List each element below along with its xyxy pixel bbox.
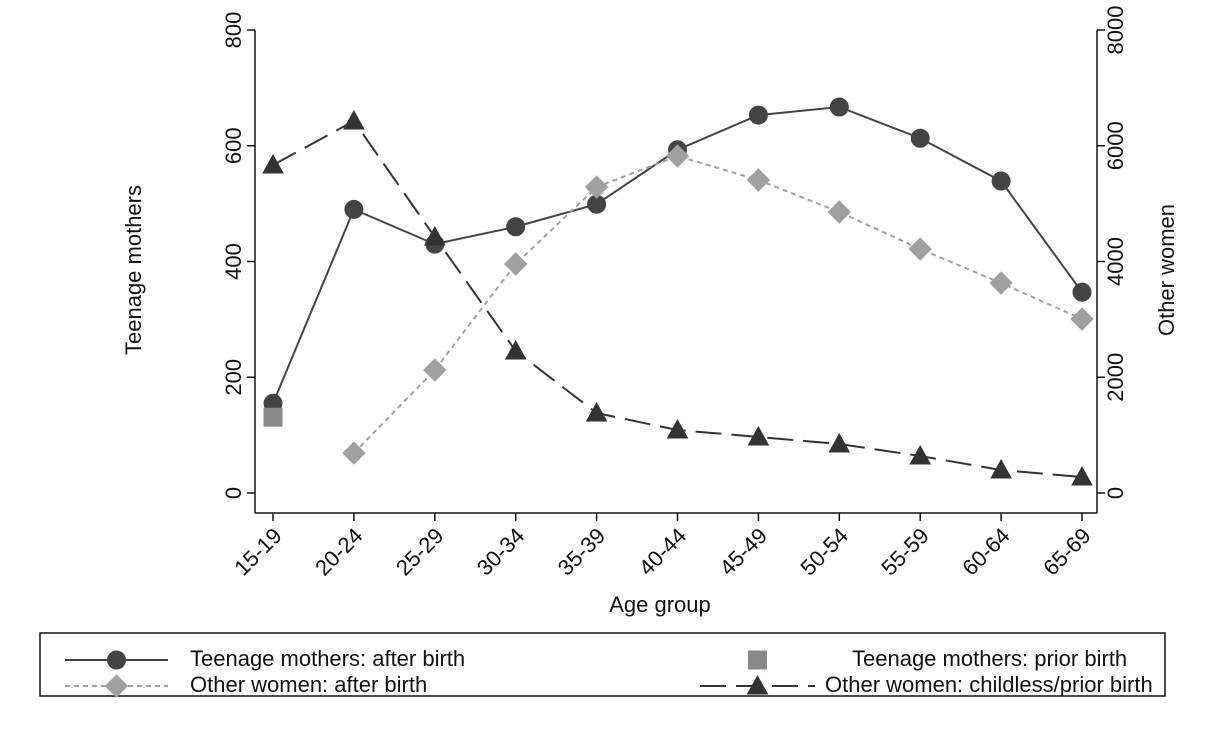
x-tick-label: 40-44 (634, 523, 691, 580)
series-line (353, 154, 1083, 454)
data-point (262, 153, 284, 174)
data-point (506, 217, 526, 237)
y2-tick-label: 0 (1103, 487, 1128, 499)
data-point (909, 444, 932, 465)
y-tick-label: 400 (221, 243, 246, 280)
data-point (342, 441, 366, 465)
x-tick-label: 55-59 (876, 523, 933, 580)
data-point (423, 358, 447, 382)
y2-tick-label: 6000 (1103, 121, 1128, 170)
y2-axis-label: Other women (1154, 204, 1179, 336)
legend-marker (104, 674, 129, 698)
y2-tick-label: 8000 (1103, 6, 1128, 55)
data-point (746, 168, 771, 192)
y-tick-label: 0 (221, 487, 246, 499)
y-tick-label: 600 (221, 127, 246, 164)
data-point (991, 171, 1011, 191)
data-point (910, 128, 930, 148)
legend-marker (746, 674, 769, 695)
data-point (343, 110, 365, 130)
data-point (829, 97, 849, 117)
data-point (827, 200, 852, 224)
data-point (989, 271, 1013, 295)
data-point (666, 419, 689, 439)
legend-marker (107, 650, 126, 670)
x-tick-label: 50-54 (795, 523, 852, 580)
y-tick-label: 800 (221, 12, 246, 49)
data-point (908, 237, 932, 261)
legend-label: Teenage mothers: prior birth (852, 646, 1127, 671)
x-tick-label: 45-49 (715, 523, 772, 580)
x-tick-label: 65-69 (1038, 523, 1095, 580)
legend-box (39, 632, 1166, 697)
data-point (990, 458, 1012, 479)
y2-tick-label: 2000 (1103, 353, 1128, 402)
data-point (1071, 465, 1093, 486)
legend-label: Other women: childless/prior birth (825, 672, 1153, 697)
data-point (585, 401, 608, 422)
x-axis-label: Age group (609, 592, 711, 617)
y2-tick-label: 4000 (1103, 237, 1128, 286)
data-point (504, 340, 527, 360)
legend-marker (748, 650, 767, 670)
data-point (423, 225, 446, 246)
data-point (747, 425, 770, 446)
data-point (1070, 307, 1094, 331)
data-point (748, 105, 768, 125)
x-tick-label: 25-29 (391, 523, 448, 580)
x-tick-label: 35-39 (553, 523, 610, 580)
x-tick-label: 30-34 (472, 523, 529, 580)
data-point (263, 407, 283, 427)
data-point (344, 199, 364, 219)
x-tick-label: 60-64 (957, 523, 1014, 580)
legend-label: Teenage mothers: after birth (190, 646, 465, 671)
data-point (1072, 282, 1092, 302)
legend-label: Other women: after birth (190, 672, 427, 697)
data-point (665, 144, 690, 168)
data-point (503, 252, 528, 276)
y-axis-label: Teenage mothers (121, 185, 146, 355)
x-tick-label: 15-19 (229, 523, 286, 580)
data-point (828, 432, 851, 453)
data-point (584, 175, 609, 199)
x-tick-label: 20-24 (310, 523, 367, 580)
y-tick-label: 200 (221, 359, 246, 396)
